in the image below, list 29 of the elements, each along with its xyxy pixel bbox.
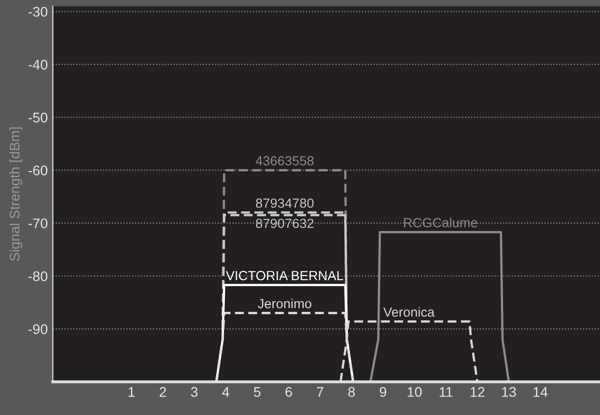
- x-tick-label: 6: [286, 387, 292, 397]
- x-tick-label: 11: [440, 387, 452, 397]
- x-tick-label: 7: [316, 387, 324, 397]
- y-tick-label: -30: [28, 6, 48, 17]
- x-tick-label: 14: [534, 387, 548, 397]
- series-label: VICTORIA BERNAL: [226, 270, 344, 280]
- y-tick-label: -60: [28, 166, 48, 176]
- x-tick-label: 13: [502, 387, 516, 397]
- x-tick-label: 4: [222, 387, 230, 397]
- series-label: RCGCalume: [404, 218, 478, 228]
- y-tick-label: -90: [28, 324, 48, 334]
- y-tick-label: -70: [28, 218, 48, 228]
- series-label: 43663558: [256, 156, 314, 166]
- series-label: 87934780: [256, 198, 314, 208]
- x-tick-label: 1: [128, 387, 135, 397]
- series-label: Veronica: [383, 307, 435, 317]
- x-tick-label: 8: [348, 387, 355, 397]
- x-tick-label: 3: [190, 387, 198, 397]
- y-axis-title: Signal Strength [dBm]: [9, 127, 22, 261]
- y-tick-label: -80: [28, 271, 48, 282]
- x-tick-label: 5: [254, 387, 260, 397]
- y-tick-label: -50: [28, 112, 48, 122]
- x-tick-label: 2: [160, 387, 166, 397]
- series-label: 87907632: [256, 218, 314, 228]
- series-label: Jeronimo: [258, 298, 312, 308]
- x-tick-label: 12: [470, 387, 484, 397]
- x-tick-label: 9: [380, 387, 386, 397]
- x-tick-label: 10: [408, 387, 422, 397]
- y-tick-label: -40: [28, 60, 48, 70]
